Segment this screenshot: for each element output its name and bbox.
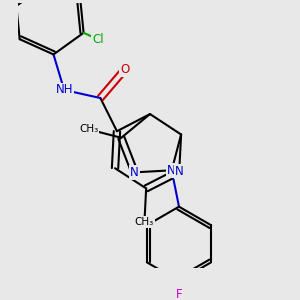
Text: N: N <box>130 166 139 179</box>
Text: Cl: Cl <box>92 33 104 46</box>
Text: N: N <box>175 165 184 178</box>
Text: O: O <box>120 63 129 76</box>
Text: NH: NH <box>56 83 73 97</box>
Text: CH₃: CH₃ <box>79 124 99 134</box>
Text: N: N <box>167 164 176 177</box>
Text: F: F <box>176 288 182 300</box>
Text: CH₃: CH₃ <box>135 217 154 227</box>
